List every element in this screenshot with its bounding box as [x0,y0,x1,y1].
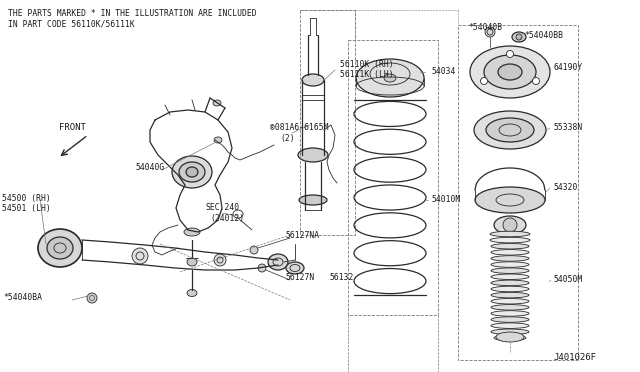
Circle shape [532,77,540,84]
Text: THE PARTS MARKED * IN THE ILLUSTRATION ARE INCLUDED: THE PARTS MARKED * IN THE ILLUSTRATION A… [8,10,257,19]
Text: *54040BA: *54040BA [3,294,42,302]
Text: 64190Y: 64190Y [553,64,582,73]
Ellipse shape [38,229,82,267]
Ellipse shape [268,254,288,270]
Text: 56127NA: 56127NA [285,231,319,240]
Text: *54040BB: *54040BB [524,31,563,39]
Text: J401026F: J401026F [553,353,596,362]
Ellipse shape [491,305,529,310]
Circle shape [87,293,97,303]
Ellipse shape [213,100,221,106]
Ellipse shape [490,237,530,243]
Ellipse shape [490,231,530,237]
Ellipse shape [491,286,529,292]
Text: 54040G: 54040G [136,164,165,173]
Ellipse shape [299,195,327,205]
Text: IN PART CODE 56110K/56111K: IN PART CODE 56110K/56111K [8,19,135,29]
Ellipse shape [184,228,200,236]
Text: (24012): (24012) [210,214,244,222]
Ellipse shape [491,262,529,267]
Text: 54500 (RH): 54500 (RH) [2,193,51,202]
Ellipse shape [491,317,529,322]
Text: FRONT: FRONT [59,123,85,132]
Text: 54320: 54320 [553,183,577,192]
Text: 55338N: 55338N [553,124,582,132]
Ellipse shape [172,156,212,188]
Circle shape [503,218,517,232]
Circle shape [481,77,488,84]
Circle shape [485,27,495,37]
Bar [300,10,355,235]
Text: 54034: 54034 [432,67,456,77]
Bar [458,25,578,360]
Ellipse shape [179,162,205,182]
Ellipse shape [491,329,529,334]
Circle shape [214,254,226,266]
Text: 56110K (RH): 56110K (RH) [340,61,394,70]
Ellipse shape [498,64,522,80]
Ellipse shape [302,74,324,86]
Circle shape [516,34,522,40]
Text: *54040B: *54040B [468,23,502,32]
Text: 54501 (LH): 54501 (LH) [2,203,51,212]
Ellipse shape [491,311,529,316]
Ellipse shape [494,335,526,341]
Text: SEC.240: SEC.240 [206,203,240,212]
Text: 54050M: 54050M [553,276,582,285]
Bar [348,40,438,315]
Ellipse shape [491,243,529,249]
Ellipse shape [491,268,529,273]
Circle shape [258,264,266,272]
Ellipse shape [298,148,328,162]
Ellipse shape [512,32,526,42]
Ellipse shape [214,137,222,143]
Ellipse shape [187,289,197,296]
Text: 56127N: 56127N [285,273,314,282]
Ellipse shape [491,298,529,304]
Ellipse shape [475,187,545,213]
Circle shape [506,51,513,58]
Ellipse shape [484,55,536,89]
Ellipse shape [286,262,304,274]
Ellipse shape [491,250,529,255]
Ellipse shape [474,111,546,149]
Text: 56111K (LH): 56111K (LH) [340,71,394,80]
Ellipse shape [491,280,529,286]
Circle shape [250,246,258,254]
Ellipse shape [496,332,524,342]
Ellipse shape [187,258,197,266]
Ellipse shape [47,237,73,259]
Circle shape [132,248,148,264]
Ellipse shape [384,74,396,82]
Ellipse shape [470,46,550,98]
Ellipse shape [494,216,526,234]
Text: 56132: 56132 [330,273,355,282]
Ellipse shape [491,323,529,328]
Text: (2): (2) [280,134,294,142]
Ellipse shape [491,292,529,298]
Text: 54010M: 54010M [432,196,461,205]
Text: ®081A6-6165M: ®081A6-6165M [270,124,328,132]
Ellipse shape [491,274,529,279]
Ellipse shape [356,59,424,97]
Ellipse shape [186,167,198,177]
Ellipse shape [486,118,534,142]
Ellipse shape [491,256,529,261]
